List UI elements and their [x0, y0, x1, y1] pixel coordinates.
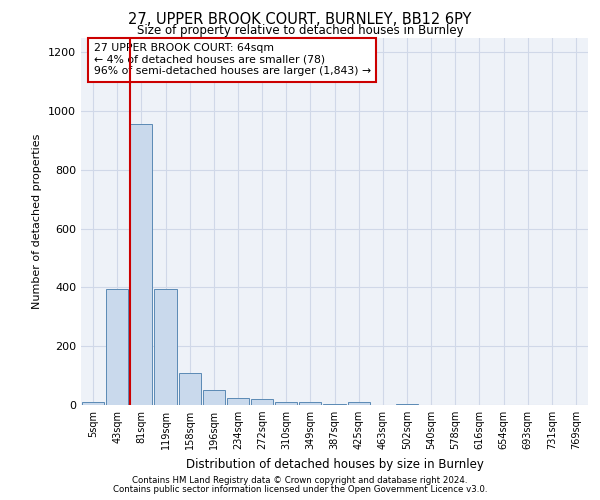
Bar — [227, 398, 249, 405]
Bar — [82, 402, 104, 405]
Y-axis label: Number of detached properties: Number of detached properties — [32, 134, 43, 309]
Bar — [130, 124, 152, 405]
Bar — [275, 402, 298, 405]
Bar — [154, 289, 176, 405]
Bar — [323, 404, 346, 405]
Bar — [179, 372, 201, 405]
Text: 27, UPPER BROOK COURT, BURNLEY, BB12 6PY: 27, UPPER BROOK COURT, BURNLEY, BB12 6PY — [128, 12, 472, 28]
Bar — [203, 390, 225, 405]
Text: Size of property relative to detached houses in Burnley: Size of property relative to detached ho… — [137, 24, 463, 37]
Text: 27 UPPER BROOK COURT: 64sqm
← 4% of detached houses are smaller (78)
96% of semi: 27 UPPER BROOK COURT: 64sqm ← 4% of deta… — [94, 43, 371, 76]
Text: Contains HM Land Registry data © Crown copyright and database right 2024.: Contains HM Land Registry data © Crown c… — [132, 476, 468, 485]
Bar — [299, 402, 322, 405]
X-axis label: Distribution of detached houses by size in Burnley: Distribution of detached houses by size … — [185, 458, 484, 470]
Text: Contains public sector information licensed under the Open Government Licence v3: Contains public sector information licen… — [113, 485, 487, 494]
Bar — [251, 399, 273, 405]
Bar — [106, 289, 128, 405]
Bar — [396, 404, 418, 405]
Bar — [347, 402, 370, 405]
